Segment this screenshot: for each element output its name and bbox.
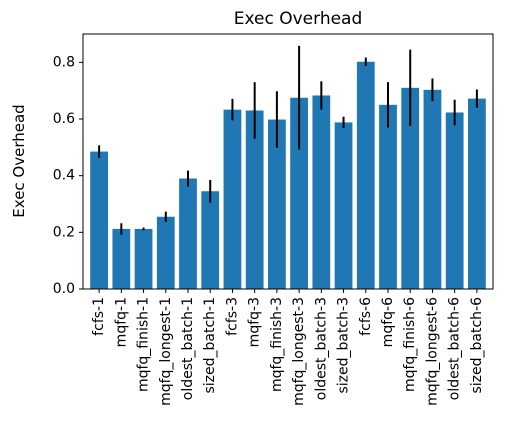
bar-mqfq-3 [245,110,264,289]
bar-mqfq_longest-3 [290,97,308,289]
bars-layer [90,61,486,290]
y-tick-label: 0.8 [53,54,75,70]
y-tick-label: 0.6 [53,111,75,127]
bar-oldest_batch-6 [445,112,464,289]
x-tick-label: sized_batch-6 [469,297,485,394]
bar-oldest_batch-3 [312,95,331,289]
x-tick-label: sized_batch-1 [202,297,218,394]
axes-frame [82,33,494,290]
x-tick-label: sized_batch-3 [336,297,352,394]
bar-mqfq_longest-6 [423,89,442,289]
bar-mqfq_finish-3 [268,119,286,289]
y-axis-ticks: 0.0 0.2 0.4 0.6 0.8 [53,54,83,297]
x-tick-label: oldest_batch-3 [313,297,329,400]
x-tick-label: mqfq-1 [113,297,129,347]
y-axis-label: Exec Overhead [10,104,28,217]
bar-fcfs-3 [223,109,242,290]
chart-title: Exec Overhead [234,9,363,29]
bar-fcfs-6 [356,61,375,290]
y-tick-label: 0.2 [53,224,75,240]
bar-fcfs-1 [90,151,108,289]
bar-mqfq_longest-1 [156,216,175,289]
bar-oldest_batch-1 [179,178,197,289]
x-tick-label: mqfq_finish-3 [269,297,285,392]
x-tick-label: mqfq_finish-6 [402,297,418,392]
x-tick-label: mqfq-6 [380,297,396,347]
bar-mqfq-1 [112,228,131,289]
x-axis-ticks: fcfs-1 mqfq-1 mqfq_finish-1 mqfq_longest-1 o… [91,289,485,406]
bar-mqfq-6 [379,104,397,289]
x-tick-label: mqfq_longest-1 [158,297,174,406]
bar-sized_batch-3 [334,122,353,290]
bar-mqfq_finish-1 [134,228,153,289]
x-tick-label: mqfq-3 [247,297,263,347]
x-tick-label: mqfq_finish-1 [136,297,152,392]
x-tick-label: mqfq_longest-6 [424,297,440,406]
x-tick-label: mqfq_longest-3 [291,297,307,406]
x-tick-label: fcfs-6 [358,297,374,336]
bar-sized_batch-1 [201,191,220,289]
x-tick-label: oldest_batch-1 [180,297,196,400]
error-bars-layer [98,45,478,235]
x-tick-label: fcfs-1 [91,297,107,336]
x-tick-label: oldest_batch-6 [447,297,463,400]
x-tick-label: fcfs-3 [224,297,240,336]
bar-mqfq_finish-6 [401,87,420,289]
bar-sized_batch-6 [468,98,486,289]
y-tick-label: 0.4 [53,168,75,184]
plot-frame [82,33,494,290]
y-tick-label: 0.0 [53,281,75,297]
